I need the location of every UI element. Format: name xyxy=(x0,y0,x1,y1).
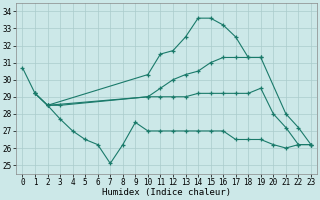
X-axis label: Humidex (Indice chaleur): Humidex (Indice chaleur) xyxy=(102,188,231,197)
